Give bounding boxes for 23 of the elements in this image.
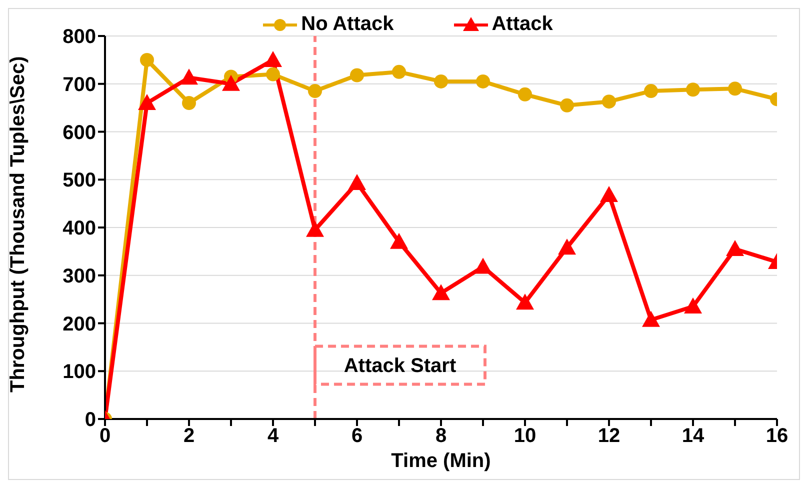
y-tick-label: 100	[62, 361, 96, 384]
y-tick-label: 0	[84, 409, 96, 432]
y-tick-label: 700	[62, 74, 96, 96]
x-tick-label: 6	[351, 425, 363, 448]
x-tick-label: 14	[682, 425, 705, 448]
x-tick-label: 2	[183, 425, 195, 448]
y-tick-label: 500	[62, 170, 96, 192]
legend-label: No Attack	[301, 13, 394, 36]
y-tick-label: 200	[62, 313, 96, 336]
y-axis-title: Throughput (Thousand Tuples\Sec)	[7, 56, 30, 392]
x-axis-title: Time (Min)	[391, 450, 491, 472]
y-tick-label: 800	[62, 26, 96, 48]
x-tick-label: 16	[766, 425, 788, 448]
x-tick-label: 10	[514, 425, 536, 448]
x-tick-label: 8	[435, 425, 447, 448]
y-tick-label: 300	[62, 265, 96, 288]
x-tick-label: 4	[267, 425, 280, 448]
legend-label: Attack	[492, 13, 553, 36]
x-tick-label: 12	[598, 425, 620, 448]
x-tick-label: 0	[99, 425, 111, 448]
y-tick-label: 400	[62, 218, 96, 240]
y-tick-label: 600	[62, 122, 96, 144]
ref-line-label: Attack Start	[344, 355, 456, 378]
